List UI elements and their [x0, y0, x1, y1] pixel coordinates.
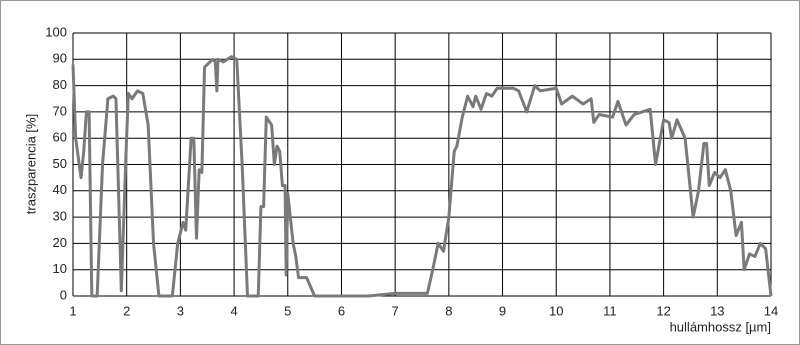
x-tick-label: 1 — [69, 303, 76, 318]
y-tick-label: 90 — [53, 51, 67, 66]
y-tick-label: 80 — [53, 77, 67, 92]
x-tick-label: 8 — [445, 303, 452, 318]
x-tick-label: 10 — [549, 303, 563, 318]
x-tick-label: 7 — [392, 303, 399, 318]
x-tick-label: 5 — [284, 303, 291, 318]
x-tick-label: 12 — [656, 303, 670, 318]
y-tick-label: 50 — [53, 156, 67, 171]
x-axis-label: hullámhossz [µm] — [670, 319, 771, 334]
x-tick-label: 14 — [764, 303, 778, 318]
x-tick-label: 9 — [499, 303, 506, 318]
x-tick-label: 11 — [603, 303, 617, 318]
y-axis-label: traszparencia [%] — [23, 114, 38, 214]
y-tick-label: 10 — [53, 261, 67, 276]
x-tick-label: 6 — [338, 303, 345, 318]
y-tick-label: 60 — [53, 130, 67, 145]
x-tick-label: 4 — [230, 303, 237, 318]
x-tick-label: 2 — [123, 303, 130, 318]
y-tick-label: 100 — [45, 24, 67, 39]
y-tick-label: 70 — [53, 103, 67, 118]
y-tick-label: 30 — [53, 209, 67, 224]
x-tick-label: 3 — [177, 303, 184, 318]
x-tick-label: 13 — [710, 303, 724, 318]
y-tick-label: 40 — [53, 182, 67, 197]
y-tick-label: 20 — [53, 235, 67, 250]
y-tick-label: 0 — [60, 287, 67, 302]
data-line — [71, 55, 773, 298]
